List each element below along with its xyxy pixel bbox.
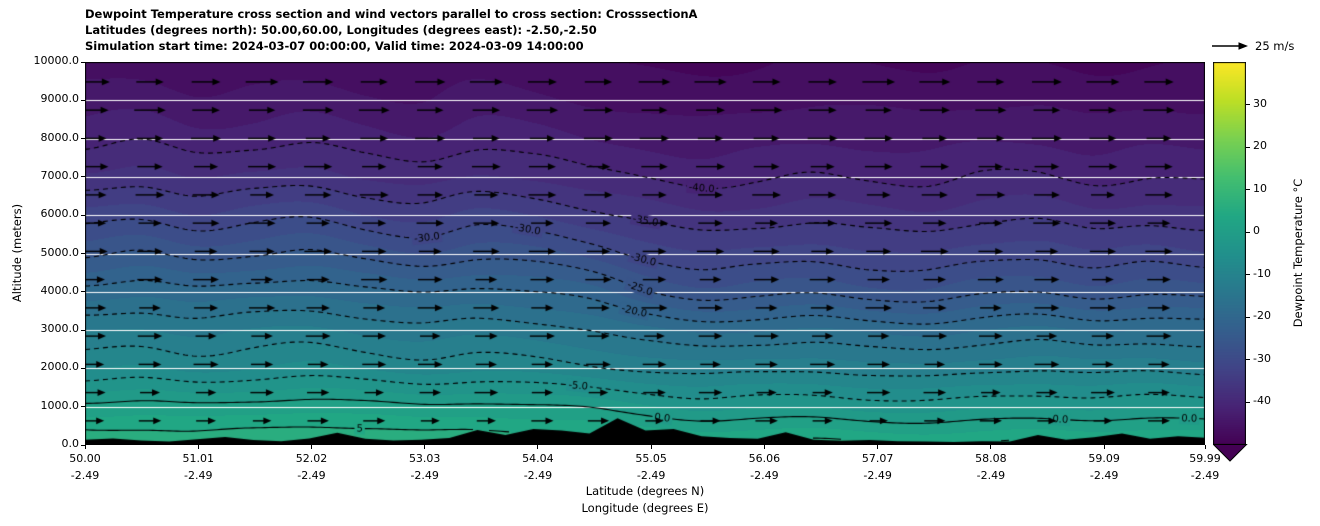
x-tick-label: 50.00 -2.49 <box>69 452 101 482</box>
x-tick-mark <box>877 445 879 449</box>
colorbar-tick-mark <box>1246 401 1250 403</box>
title-line-2: Latitudes (degrees north): 50.00,60.00, … <box>85 23 597 37</box>
y-tick-label: 4000.0 <box>40 283 80 297</box>
y-tick-mark <box>81 176 85 178</box>
y-tick-mark <box>81 99 85 101</box>
y-tick-label: 5000.0 <box>40 245 80 259</box>
y-tick-label: 7000.0 <box>40 168 80 182</box>
x-tick-mark <box>537 445 539 449</box>
y-tick-mark <box>81 291 85 293</box>
x-axis-label-longitude: Longitude (degrees E) <box>581 501 709 515</box>
colorbar-tick-label: 10 <box>1253 181 1267 195</box>
reference-arrow-icon <box>1212 42 1248 50</box>
colorbar <box>1213 62 1246 445</box>
x-tick-mark <box>424 445 426 449</box>
y-tick-mark <box>81 61 85 63</box>
x-axis-label-latitude: Latitude (degrees N) <box>585 484 705 498</box>
x-tick-mark <box>990 445 992 449</box>
quiver-key-label: 25 m/s <box>1255 39 1295 53</box>
y-tick-mark <box>81 253 85 254</box>
colorbar-tick-label: -30 <box>1253 351 1271 365</box>
y-tick-label: 1000.0 <box>40 398 80 412</box>
x-tick-mark <box>763 445 765 449</box>
title-line-3: Simulation start time: 2024-03-07 00:00:… <box>85 39 584 53</box>
colorbar-tick-mark <box>1246 359 1250 361</box>
x-tick-mark <box>1204 445 1206 449</box>
colorbar-label: Dewpoint Temperature °C <box>1291 178 1305 328</box>
x-tick-label: 58.08 -2.49 <box>975 452 1007 482</box>
y-tick-mark <box>81 444 85 446</box>
colorbar-tick-label: 0 <box>1253 224 1260 238</box>
y-tick-label: 10000.0 <box>33 54 80 67</box>
y-tick-label: 3000.0 <box>40 322 80 336</box>
colorbar-tick-label: -20 <box>1253 309 1271 323</box>
title-line-1: Dewpoint Temperature cross section and w… <box>85 7 698 21</box>
colorbar-tick-label: -10 <box>1253 266 1271 280</box>
colorbar-tick-mark <box>1246 274 1250 276</box>
quiver-key: 25 m/s <box>1211 39 1294 53</box>
colorbar-extend-triangle <box>1213 444 1248 462</box>
colorbar-tick-mark <box>1246 104 1250 106</box>
y-tick-label: 2000.0 <box>40 360 80 374</box>
x-tick-label: 59.99 -2.49 <box>1189 452 1221 482</box>
colorbar-tick-label: -40 <box>1253 394 1271 408</box>
x-tick-mark <box>650 445 652 449</box>
y-tick-mark <box>81 406 85 408</box>
cross-section-plot <box>85 62 1205 445</box>
x-tick-mark <box>1103 445 1105 449</box>
y-tick-label: 0.0 <box>61 437 80 450</box>
x-tick-label: 52.02 -2.49 <box>295 452 328 482</box>
colorbar-tick-label: 30 <box>1253 96 1267 110</box>
y-tick-label: 8000.0 <box>40 130 80 144</box>
y-tick-mark <box>81 138 85 140</box>
x-tick-label: 55.05 -2.49 <box>635 452 667 482</box>
x-tick-mark <box>310 445 312 449</box>
y-tick-label: 9000.0 <box>40 92 80 106</box>
y-tick-mark <box>81 367 85 369</box>
y-tick-mark <box>81 329 85 331</box>
x-tick-label: 51.01 -2.49 <box>182 452 214 482</box>
x-tick-label: 56.06 -2.49 <box>748 452 781 482</box>
colorbar-tick-mark <box>1246 146 1250 148</box>
colorbar-tick-mark <box>1246 316 1250 318</box>
colorbar-tick-mark <box>1246 231 1250 233</box>
x-tick-label: 59.09 -2.49 <box>1088 452 1120 482</box>
x-tick-label: 53.03 -2.49 <box>408 452 441 482</box>
colorbar-tick-label: 20 <box>1253 139 1267 153</box>
colorbar-tick-mark <box>1246 189 1250 191</box>
y-tick-label: 6000.0 <box>40 207 80 221</box>
y-tick-mark <box>81 214 85 216</box>
x-tick-mark <box>84 445 86 449</box>
x-tick-label: 54.04 -2.49 <box>522 452 554 482</box>
x-tick-label: 57.07 -2.49 <box>861 452 894 482</box>
x-tick-mark <box>197 445 199 449</box>
